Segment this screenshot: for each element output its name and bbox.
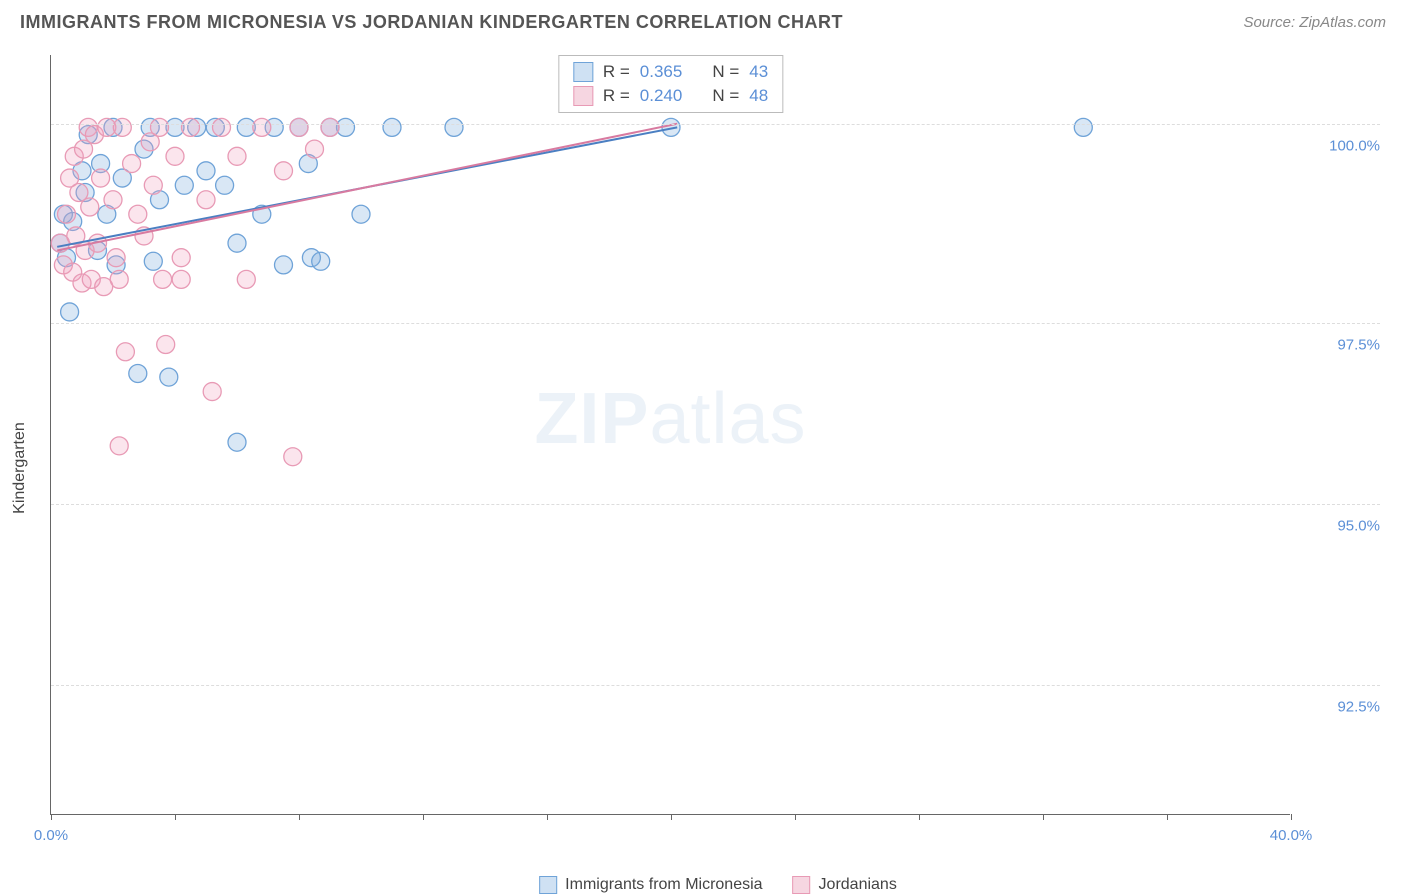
scatter-point <box>110 270 128 288</box>
x-tick <box>1291 814 1292 820</box>
chart-container: Kindergarten ZIPatlas R =0.365N =43R =0.… <box>50 55 1386 862</box>
stat-n-value: 43 <box>749 62 768 82</box>
scatter-point <box>213 118 231 136</box>
scatter-point <box>113 118 131 136</box>
scatter-point <box>166 147 184 165</box>
stat-n-label: N = <box>712 62 739 82</box>
scatter-point <box>58 205 76 223</box>
scatter-point <box>197 162 215 180</box>
scatter-point <box>157 336 175 354</box>
y-tick-label: 95.0% <box>1300 517 1380 534</box>
x-tick <box>51 814 52 820</box>
scatter-point <box>175 176 193 194</box>
plot-area: ZIPatlas R =0.365N =43R =0.240N =48 92.5… <box>50 55 1290 815</box>
scatter-point <box>182 118 200 136</box>
scatter-point <box>312 252 330 270</box>
chart-header: IMMIGRANTS FROM MICRONESIA VS JORDANIAN … <box>0 0 1406 41</box>
scatter-point <box>662 118 680 136</box>
stat-r-value: 0.365 <box>640 62 683 82</box>
scatter-point <box>1074 118 1092 136</box>
scatter-svg <box>51 55 1291 815</box>
stat-r-label: R = <box>603 62 630 82</box>
legend-label: Jordanians <box>819 876 897 894</box>
scatter-point <box>172 270 190 288</box>
scatter-point <box>275 256 293 274</box>
x-tick <box>671 814 672 820</box>
stats-swatch <box>573 62 593 82</box>
stats-row: R = 0.365 N = 43 <box>573 60 768 84</box>
y-tick-label: 100.0% <box>1300 137 1380 154</box>
scatter-point <box>123 155 141 173</box>
legend-swatch <box>793 876 811 894</box>
x-tick <box>1167 814 1168 820</box>
gridline <box>51 124 1380 125</box>
scatter-point <box>116 343 134 361</box>
gridline <box>51 685 1380 686</box>
scatter-point <box>151 118 169 136</box>
legend-swatch <box>539 876 557 894</box>
scatter-point <box>383 118 401 136</box>
scatter-point <box>104 191 122 209</box>
legend-label: Immigrants from Micronesia <box>565 876 762 894</box>
x-tick <box>547 814 548 820</box>
scatter-point <box>107 249 125 267</box>
scatter-point <box>129 205 147 223</box>
scatter-point <box>160 368 178 386</box>
x-tick <box>299 814 300 820</box>
y-tick-label: 97.5% <box>1300 336 1380 353</box>
chart-source: Source: ZipAtlas.com <box>1243 14 1386 31</box>
scatter-point <box>284 448 302 466</box>
stat-r-label: R = <box>603 86 630 106</box>
scatter-point <box>144 252 162 270</box>
legend-bottom: Immigrants from Micronesia Jordanians <box>539 876 897 894</box>
stats-legend-box: R = 0.365 N = 43 R = 0.240 N = 48 <box>558 55 783 113</box>
x-tick-label: 0.0% <box>34 827 68 844</box>
x-tick <box>423 814 424 820</box>
scatter-point <box>275 162 293 180</box>
y-axis-label: Kindergarten <box>11 422 29 514</box>
scatter-point <box>237 270 255 288</box>
scatter-point <box>445 118 463 136</box>
stats-row: R = 0.240 N = 48 <box>573 84 768 108</box>
scatter-point <box>81 198 99 216</box>
x-tick-label: 40.0% <box>1270 827 1313 844</box>
scatter-point <box>216 176 234 194</box>
x-tick <box>919 814 920 820</box>
scatter-point <box>92 169 110 187</box>
x-tick <box>175 814 176 820</box>
scatter-point <box>228 433 246 451</box>
stat-r-value: 0.240 <box>640 86 683 106</box>
scatter-point <box>228 234 246 252</box>
scatter-point <box>110 437 128 455</box>
scatter-point <box>352 205 370 223</box>
stats-swatch <box>573 86 593 106</box>
scatter-point <box>172 249 190 267</box>
stat-n-label: N = <box>712 86 739 106</box>
scatter-point <box>321 118 339 136</box>
gridline <box>51 504 1380 505</box>
legend-item: Jordanians <box>793 876 897 894</box>
scatter-point <box>154 270 172 288</box>
scatter-point <box>228 147 246 165</box>
gridline <box>51 323 1380 324</box>
x-tick <box>1043 814 1044 820</box>
scatter-point <box>253 118 271 136</box>
stat-n-value: 48 <box>749 86 768 106</box>
scatter-point <box>203 383 221 401</box>
scatter-point <box>61 303 79 321</box>
legend-item: Immigrants from Micronesia <box>539 876 762 894</box>
scatter-point <box>129 364 147 382</box>
scatter-point <box>306 140 324 158</box>
y-tick-label: 92.5% <box>1300 698 1380 715</box>
scatter-point <box>290 118 308 136</box>
x-tick <box>795 814 796 820</box>
chart-title: IMMIGRANTS FROM MICRONESIA VS JORDANIAN … <box>20 12 843 33</box>
scatter-point <box>144 176 162 194</box>
scatter-point <box>197 191 215 209</box>
